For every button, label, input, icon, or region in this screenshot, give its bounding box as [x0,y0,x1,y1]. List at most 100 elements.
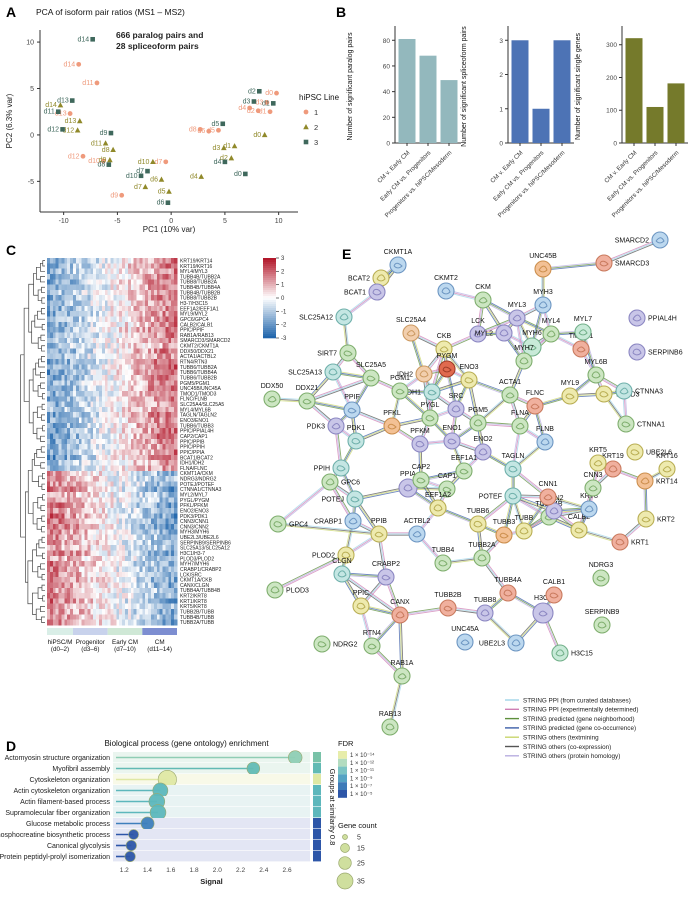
heatmap-cell [99,545,103,551]
network-node-TUBB2B: TUBB2B [434,592,462,617]
heatmap-cell [75,609,80,615]
heatmap-cell [101,438,106,445]
network-edge [520,619,537,638]
network-edge [490,597,503,609]
heatmap-cell [90,375,94,381]
heatmap-cell [133,327,137,333]
bar-y-tick-label: 0 [499,141,503,148]
colorbar-strip [263,264,276,267]
heatmap-cell [148,380,152,386]
heatmap-cell [96,454,100,461]
heatmap-cell [90,258,94,264]
heatmap-cell [151,412,155,418]
heatmap-cell [153,561,158,567]
network-node-POTEJ: POTEJ [321,490,364,508]
heatmap-cell [58,470,62,477]
heatmap-cell [171,343,175,349]
heatmap-cell [110,295,114,301]
heatmap-cell [156,359,160,365]
network-node-circle [474,443,492,461]
heatmap-cell [116,300,120,307]
heatmap-cell [148,268,152,275]
network-node-circle [508,309,526,327]
network-edge [379,541,386,570]
heatmap-cell [139,513,143,519]
heatmap-cell [64,555,68,562]
heatmap-cell [159,507,163,514]
heatmap-cell [153,316,158,323]
heatmap-cell [67,295,71,301]
heatmap-cell [104,300,108,307]
heatmap-cell [49,476,54,482]
heatmap-cell [162,422,166,429]
heatmap-cell [78,486,82,493]
heatmap-row-label: H3C1/H3-7 [180,551,205,557]
protein-squiggle-icon [546,330,556,338]
heatmap-cell [58,396,62,402]
heatmap-cell [70,470,74,477]
heatmap-cell [67,390,71,397]
heatmap-cell [99,316,103,323]
network-edge [354,383,367,403]
network-node-circle [266,581,284,599]
heatmap-cell [96,444,100,450]
heatmap-row-label: MYL2/MYL7 [180,492,208,498]
heatmap-cell [151,327,155,333]
heatmap-cell [174,348,178,355]
heatmap-cell [133,539,137,546]
go-group-strip [313,851,321,862]
network-node-PDK1: PDK1 [347,425,365,450]
gene-count-swatch [340,843,350,853]
heatmap-cell [113,577,117,583]
network-edge [341,415,347,421]
network-edge [365,582,382,601]
heatmap-cell [107,598,111,605]
heatmap-cell [99,311,103,317]
heatmap-cell [130,359,134,365]
heatmap-cell [104,337,108,344]
heatmap-cell [142,523,146,530]
heatmap-cell [162,614,166,620]
heatmap-cell [139,364,143,370]
heatmap-cell [151,566,155,573]
heatmap-cell [156,284,160,291]
heatmap-cell [99,513,103,519]
network-edge [516,397,529,404]
heatmap-cell [174,327,178,333]
heatmap-cell [139,465,143,472]
heatmap-cell [84,279,88,285]
heatmap-cell [67,454,71,461]
heatmap-cell [87,359,91,365]
heatmap-cell [55,359,59,365]
heatmap-cell [70,321,74,328]
protein-squiggle-icon [331,422,341,430]
network-node-CTNNA1: CTNNA1 [617,415,665,433]
heatmap-cell [96,598,100,605]
heatmap-cell [145,300,149,307]
heatmap-cell [75,332,80,339]
network-edge [484,400,506,420]
network-edge [524,411,531,421]
heatmap-cell [133,486,137,493]
pca-point [60,127,65,132]
heatmap-cell [67,587,71,594]
heatmap-cell [96,433,100,440]
heatmap-cell [52,396,56,402]
heatmap-cell [101,587,106,594]
heatmap-cell [47,444,51,450]
heatmap-cell [148,444,152,450]
heatmap-cell [165,587,169,594]
pca-point [158,176,165,182]
heatmap-cell [104,577,108,583]
protein-squiggle-icon [608,465,618,473]
heatmap-cell [125,385,129,392]
heatmap-cell [168,603,172,610]
heatmap-cell [99,284,103,291]
heatmap-cell [81,279,85,285]
network-edge [378,541,384,570]
heatmap-cell [110,258,114,264]
heatmap-cell [49,438,54,445]
heatmap-cell [159,545,163,551]
heatmap-row-label: UBE2L3/UBE2L6 [180,535,219,541]
